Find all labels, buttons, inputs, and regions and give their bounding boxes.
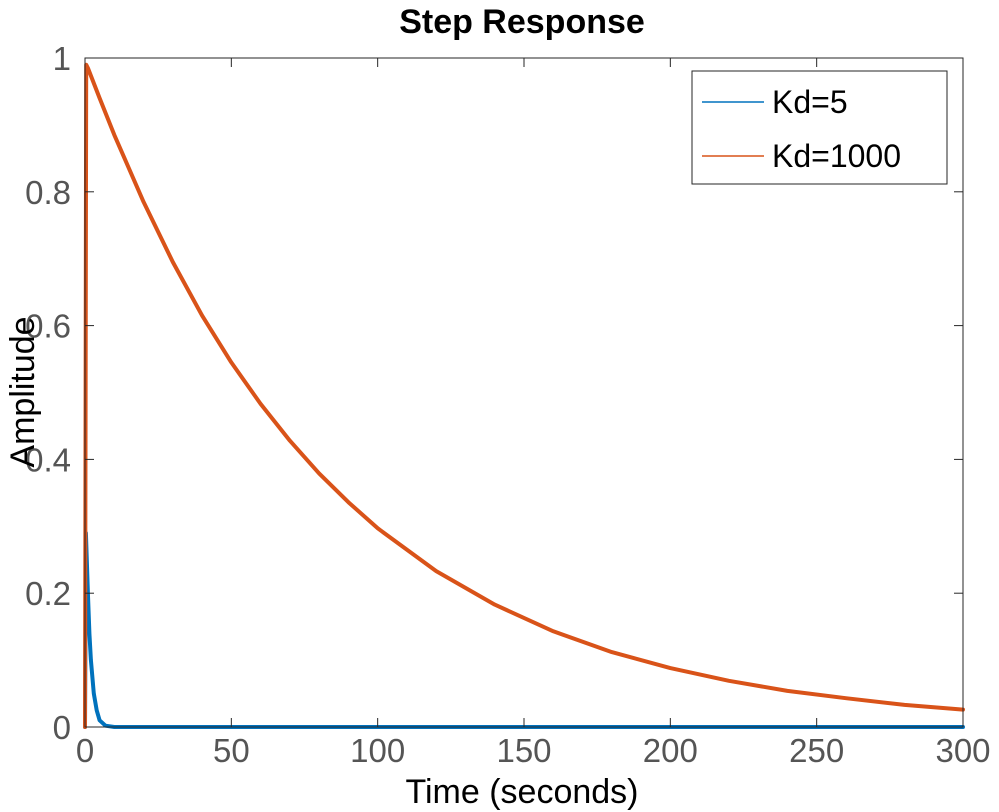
series-line-1 xyxy=(83,62,965,729)
y-tick-label: 0.6 xyxy=(25,308,71,345)
legend-label-1: Kd=1000 xyxy=(772,138,901,174)
legend-label-0: Kd=5 xyxy=(772,84,848,120)
y-tick-label: 1 xyxy=(53,40,71,77)
tick-labels: 0 50 100 150 200 250 300 0 0.2 0.4 0.6 0.8 1 xyxy=(25,40,990,769)
x-tick-label: 50 xyxy=(213,732,250,769)
y-tick-label: 0 xyxy=(53,709,71,746)
x-tick-label: 100 xyxy=(350,732,405,769)
x-tick-label: 0 xyxy=(76,732,94,769)
x-tick-label: 200 xyxy=(643,732,698,769)
y-tick-label: 0.2 xyxy=(25,575,71,612)
chart-title: Step Response xyxy=(399,3,645,41)
legend: Kd=5 Kd=1000 xyxy=(691,70,948,185)
axes-layer xyxy=(84,57,964,728)
y-tick-label: 0.8 xyxy=(25,174,71,211)
y-tick-label: 0.4 xyxy=(25,441,71,478)
x-axis-label: Time (seconds) xyxy=(405,773,638,811)
legend-box xyxy=(691,70,948,185)
y-axis-label: Amplitude xyxy=(4,316,42,467)
x-tick-label: 250 xyxy=(789,732,844,769)
x-tick-label: 150 xyxy=(496,732,551,769)
x-tick-label: 300 xyxy=(935,732,990,769)
